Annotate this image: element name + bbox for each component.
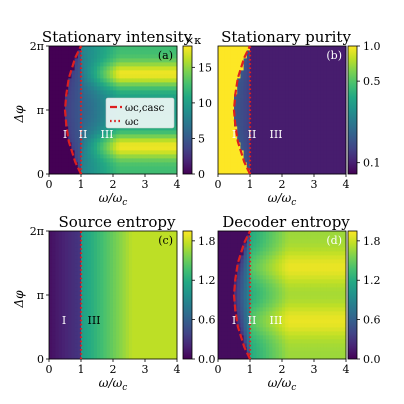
heatmap	[49, 231, 178, 360]
x-tick-label: 2	[279, 363, 286, 376]
legend-entry: ωc	[125, 117, 139, 128]
colorbar-unit: ×κ	[185, 34, 201, 47]
legend: ωc,casc ωc	[105, 97, 175, 129]
colorbar-tick-label: 0.0	[363, 353, 381, 366]
region-label-I: I	[62, 314, 66, 327]
region-label-I: I	[232, 314, 236, 327]
colorbar	[182, 45, 193, 175]
x-axis-label: ω/ωc	[99, 191, 128, 208]
panel-title: Decoder entropy	[222, 213, 350, 231]
colorbar	[347, 230, 358, 360]
curve-omega-c-casc	[232, 230, 251, 360]
x-tick-label: 3	[142, 363, 149, 376]
colorbar-tick-label: 1.8	[198, 235, 216, 248]
x-tick-label: 3	[311, 178, 318, 191]
panel-title: Stationary intensity	[42, 28, 193, 46]
region-label-I: I	[63, 128, 67, 141]
colorbar-tick-label: 15	[198, 61, 212, 74]
y-axis-label: Δφ	[12, 290, 26, 309]
colorbar-tick-label: 0	[198, 168, 205, 181]
x-tick-label: 0	[46, 363, 53, 376]
y-tick-label: 2π	[30, 225, 44, 238]
colorbar	[182, 230, 193, 360]
region-label-II: II	[79, 128, 88, 141]
y-axis-label: Δφ	[12, 105, 26, 124]
region-label-III: III	[100, 128, 113, 141]
heatmap	[49, 46, 178, 175]
region-label-III: III	[269, 314, 282, 327]
colorbar-tick-label: 0.6	[363, 314, 381, 327]
x-tick-label: 4	[174, 178, 181, 191]
y-tick-label: 0	[37, 168, 44, 181]
x-tick-label: 0	[215, 363, 222, 376]
colorbar-tick-label: 10	[198, 97, 212, 110]
panel-title: Stationary purity	[221, 28, 351, 46]
colorbar-tick-label: 1.8	[363, 235, 381, 248]
colorbar-tick-label: 1.2	[363, 274, 381, 287]
y-tick-label: π	[37, 289, 44, 302]
x-tick-label: 2	[110, 178, 117, 191]
x-tick-label: 2	[279, 178, 286, 191]
panel-label: (d)	[326, 234, 342, 247]
panel-title: Source entropy	[58, 213, 176, 231]
x-tick-label: 0	[46, 178, 53, 191]
heatmap	[218, 231, 347, 360]
legend-entry: ωc,casc	[125, 103, 165, 114]
curve-omega-c-casc	[232, 45, 251, 175]
colorbar-tick-label: 0.6	[198, 314, 216, 327]
colorbar-tick-label: 0.5	[363, 75, 381, 88]
colorbar-tick-label: 0.0	[198, 353, 216, 366]
region-label-III: III	[269, 128, 282, 141]
x-axis-label: ω/ωc	[268, 376, 297, 393]
x-axis-label: ω/ωc	[268, 191, 297, 208]
region-label-II: II	[248, 314, 257, 327]
x-tick-label: 3	[311, 363, 318, 376]
x-tick-label: 1	[78, 363, 85, 376]
x-tick-label: 0	[215, 178, 222, 191]
region-label-II: II	[248, 128, 257, 141]
colorbar-tick-label: 0.1	[363, 157, 381, 170]
curve-omega-c-casc	[63, 45, 82, 175]
colorbar-tick-label: 1.2	[198, 274, 216, 287]
panel-label: (c)	[158, 234, 173, 247]
region-label-III: III	[87, 314, 100, 327]
x-tick-label: 4	[343, 363, 350, 376]
x-tick-label: 1	[78, 178, 85, 191]
x-tick-label: 4	[343, 178, 350, 191]
colorbar	[347, 45, 358, 175]
x-axis-label: ω/ωc	[99, 376, 128, 393]
x-tick-label: 2	[110, 363, 117, 376]
y-tick-label: 0	[37, 353, 44, 366]
x-tick-label: 4	[174, 363, 181, 376]
region-label-I: I	[232, 128, 236, 141]
legend-box	[105, 97, 175, 129]
colorbar-tick-label: 1.0	[363, 40, 381, 53]
x-tick-label: 3	[142, 178, 149, 191]
heatmap	[218, 46, 347, 175]
panel-label: (b)	[326, 49, 342, 62]
y-tick-label: 2π	[30, 40, 44, 53]
panel-label: (a)	[158, 49, 173, 62]
colorbar-tick-label: 5	[198, 132, 205, 145]
x-tick-label: 1	[247, 363, 254, 376]
y-tick-label: π	[37, 104, 44, 117]
x-tick-label: 1	[247, 178, 254, 191]
